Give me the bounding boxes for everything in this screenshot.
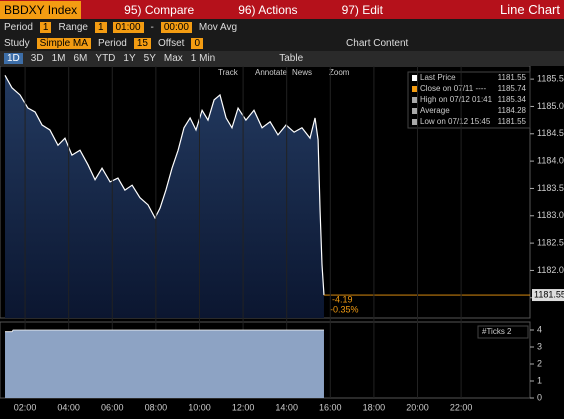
- period-button[interactable]: 1 Min: [190, 53, 216, 64]
- x-tick-label: 08:00: [145, 402, 168, 412]
- range-field[interactable]: 01:00: [112, 21, 144, 33]
- period-row: 1D 3D 1M 6M YTD 1Y 5Y Max 1 Min Table: [0, 51, 564, 66]
- period-button[interactable]: Table: [279, 53, 304, 64]
- range-field: -: [150, 21, 154, 33]
- legend-swatch: [412, 75, 418, 81]
- x-tick-label: 18:00: [363, 402, 386, 412]
- x-tick-label: 20:00: [406, 402, 429, 412]
- tool: Track: [218, 68, 239, 77]
- y-tick-label: 1182.00: [537, 265, 564, 275]
- legend-label: #Ticks 2: [482, 327, 512, 336]
- range-field[interactable]: 1: [39, 21, 52, 33]
- y-tick-label: 1185.50: [537, 73, 564, 83]
- period-button[interactable]: YTD: [95, 53, 116, 64]
- change: -4.19: [332, 294, 353, 304]
- y-tick-label: 1: [537, 375, 542, 385]
- tool: News: [292, 68, 312, 77]
- legend-value: 1185.74: [498, 84, 527, 93]
- legend-value: 1181.55: [498, 73, 527, 82]
- area-fill: [5, 75, 324, 318]
- range-field[interactable]: 1: [94, 21, 107, 33]
- legend-label: Close on 07/11 ----: [420, 84, 486, 93]
- y-tick-label: 2: [537, 358, 542, 368]
- line: [4, 75, 325, 296]
- view-title: Line Chart: [500, 2, 560, 17]
- legend-swatch: [412, 108, 418, 114]
- period-button[interactable]: 5Y: [143, 53, 156, 64]
- edit[interactable]: 97) Edit: [341, 2, 383, 17]
- header: BBDXY Index 95) Compare 96) Actions 97) …: [0, 0, 564, 19]
- study-field[interactable]: 0: [191, 37, 204, 49]
- period-button[interactable]: 1D: [4, 53, 23, 64]
- line: [5, 329, 324, 333]
- chart: 1181.501182.001182.501183.001183.501184.…: [0, 66, 564, 412]
- x-tick-label: 14:00: [275, 402, 298, 412]
- last-price-box: [532, 289, 564, 302]
- y-tick-label: 1184.00: [537, 155, 564, 165]
- study-field[interactable]: Simple MA: [36, 37, 91, 49]
- legend-box: [407, 71, 531, 129]
- y-tick-label: 1185.00: [537, 101, 564, 111]
- legend-label: Average: [420, 106, 450, 115]
- range-field[interactable]: 00:00: [160, 21, 192, 33]
- period-button[interactable]: 1M: [51, 53, 66, 64]
- y-tick-label: 0: [537, 392, 542, 402]
- change-pct: -0.35%: [330, 304, 359, 314]
- legend-value: 1185.34: [498, 95, 527, 104]
- study-field[interactable]: Chart Content: [346, 37, 409, 49]
- tool: Zoom: [329, 68, 350, 77]
- x-tick-label: 04:00: [57, 402, 80, 412]
- area-fill: [5, 329, 324, 398]
- study-field[interactable]: Period: [97, 37, 127, 49]
- study-row: Study Simple MA Period 15 Offset 0 Chart Conte…: [0, 35, 564, 51]
- y-tick-label: 1184.50: [537, 128, 564, 138]
- x-tick-label: 12:00: [232, 402, 255, 412]
- study-field: Study: [4, 37, 30, 49]
- legend-label: Low on 07/12 15:45: [420, 117, 491, 126]
- study-field[interactable]: Offset: [157, 37, 185, 49]
- y-tick-label: 1182.50: [537, 237, 564, 247]
- y-tick-label: 1183.00: [537, 210, 564, 220]
- x-tick-label: 10:00: [188, 402, 211, 412]
- last-price-label: 1181.55: [534, 289, 564, 299]
- actions[interactable]: 96) Actions: [238, 2, 298, 17]
- period-button[interactable]: 6M: [73, 53, 88, 64]
- range-field: Range: [58, 21, 88, 33]
- period-button[interactable]: Max: [163, 53, 183, 64]
- legend-swatch: [412, 119, 418, 125]
- x-tick-label: 02:00: [14, 402, 37, 412]
- compare[interactable]: 95) Compare: [124, 2, 195, 17]
- y-tick-label: 3: [537, 341, 542, 351]
- period-button[interactable]: 1Y: [123, 53, 136, 64]
- legend-value: 1181.55: [498, 117, 527, 126]
- range-field[interactable]: Mov Avg: [198, 21, 238, 33]
- x-tick-label: 16:00: [319, 402, 342, 412]
- legend-label: High on 07/12 01:41: [420, 95, 493, 104]
- y-tick-label: 1183.50: [537, 183, 564, 193]
- tool: Annotate: [255, 68, 288, 77]
- x-tick-label: 06:00: [101, 402, 124, 412]
- security[interactable]: BBDXY Index: [0, 0, 82, 19]
- legend-value: 1184.28: [498, 106, 527, 115]
- x-tick-label: 22:00: [450, 402, 473, 412]
- legend-label: Last Price: [420, 73, 456, 82]
- period-button[interactable]: 3D: [30, 53, 44, 64]
- legend-box: [477, 325, 529, 339]
- y-tick-label: 4: [537, 324, 542, 334]
- legend-swatch: [412, 86, 418, 92]
- range-field: Period: [4, 21, 33, 33]
- study-field[interactable]: 15: [133, 37, 151, 49]
- legend-swatch: [412, 97, 418, 103]
- range-row: Period 1 Range 1 01:00-00:00 Mov Avg: [0, 19, 564, 35]
